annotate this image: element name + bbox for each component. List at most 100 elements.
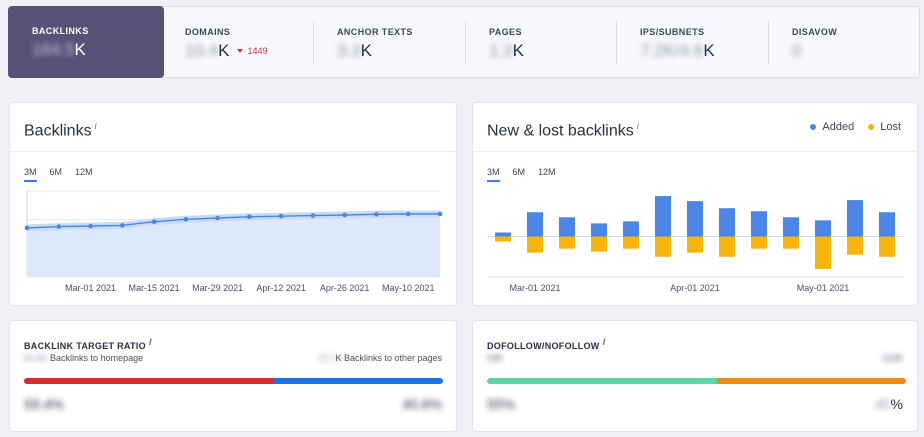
other-pages-count: 12.3K Backlinks to other pages	[317, 353, 442, 363]
legend-item-lost[interactable]: Lost	[868, 121, 901, 133]
nofollow-percent: 45%	[874, 396, 903, 412]
metric-divider	[616, 21, 617, 65]
data-point	[120, 223, 125, 228]
divider	[473, 151, 917, 152]
metric-divider	[768, 21, 769, 65]
metric-pages[interactable]: PAGES 1.3 K	[465, 7, 617, 77]
other-pages-percent: 40.6%	[402, 396, 442, 412]
dofollow-card: DOFOLLOW/NOFOLLOW i 54K 124K 55% 45%	[472, 320, 918, 432]
bar-lost	[495, 236, 511, 242]
x-tick-label: May-10 2021	[382, 283, 435, 293]
ratio-bar	[24, 378, 443, 384]
series-line	[26, 213, 440, 229]
bar-added	[559, 217, 575, 237]
bar-lost	[783, 236, 799, 249]
legend-dot-icon	[868, 124, 875, 130]
tab-6m[interactable]: 6M	[49, 167, 63, 177]
nofollow-count: 124K	[881, 353, 903, 363]
ratio-bar-homepage	[24, 378, 274, 384]
bar-lost	[879, 236, 895, 257]
bar-added	[591, 223, 607, 237]
bar-added	[527, 212, 543, 237]
data-point	[405, 211, 411, 217]
metric-divider	[313, 21, 314, 65]
metric-label: DOMAINS	[185, 27, 231, 37]
bar-added	[847, 200, 863, 237]
bar-lost	[527, 236, 543, 253]
metric-value: 164.5 K	[32, 40, 86, 59]
data-point	[183, 216, 189, 222]
metric-backlinks[interactable]: BACKLINKS 164.5 K	[8, 6, 164, 78]
triangle-down-icon	[237, 49, 244, 53]
metric-ips-subnets[interactable]: IPS/SUBNETS 7.2K/4.6 K	[616, 7, 768, 77]
bar-lost	[623, 236, 639, 249]
data-point	[247, 214, 252, 220]
bar-added	[655, 196, 671, 237]
homepage-count: 85.6K Backlinks to homepage	[24, 353, 144, 363]
metrics-bar: BACKLINKS 164.5 K DOMAINS 10.4 K 1449 ANCH…	[8, 6, 920, 78]
metric-label: DISAVOW	[792, 27, 838, 37]
target-ratio-card: BACKLINK TARGET RATIO i 85.6K Backlinks t…	[9, 320, 457, 432]
x-tick-label: Mar-29 2021	[192, 283, 243, 293]
data-point	[437, 211, 443, 217]
chart-legend: Added Lost	[810, 121, 901, 133]
metric-value: 7.2K/4.6 K	[640, 41, 715, 60]
dofollow-percent: 55%	[487, 396, 516, 412]
bar-lost	[591, 236, 607, 252]
metric-label: IPS/SUBNETS	[640, 27, 705, 37]
bar-lost	[655, 236, 671, 257]
card-title: BACKLINK TARGET RATIO i	[24, 337, 152, 351]
tab-3m[interactable]: 3M	[24, 167, 37, 182]
divider	[10, 151, 456, 152]
new-lost-bar-chart: Mar-01 2021 Apr-01 2021 May-01 2021	[487, 196, 903, 293]
bar-lost	[687, 236, 703, 253]
data-point	[56, 224, 62, 229]
dofollow-count: 54K	[487, 353, 504, 363]
metric-label: ANCHOR TEXTS	[337, 27, 413, 37]
metric-disavow[interactable]: DISAVOW 0	[768, 7, 918, 77]
card-title: DOFOLLOW/NOFOLLOW i	[487, 337, 606, 351]
bar-lost	[559, 236, 575, 249]
x-tick-label: Mar-01 2021	[509, 283, 560, 293]
backlinks-area-chart: Mar-01 2021 Mar-15 2021 Mar-29 2021 Apr-12 …	[24, 190, 443, 293]
x-tick-label: Apr-12 2021	[256, 283, 306, 293]
tab-12m[interactable]: 12M	[538, 167, 556, 177]
bar-lost	[815, 236, 831, 269]
metric-anchor-texts[interactable]: ANCHOR TEXTS 3.3 K	[313, 7, 465, 77]
tab-6m[interactable]: 6M	[512, 167, 526, 177]
follow-bar-dofollow	[487, 378, 718, 384]
data-point	[215, 215, 220, 221]
bar-lost	[751, 236, 767, 249]
area-fill	[27, 214, 440, 277]
metric-value: 1.3 K	[489, 41, 524, 60]
bar-added	[751, 211, 767, 237]
metric-domains[interactable]: DOMAINS 10.4 K 1449	[161, 7, 313, 77]
legend-item-added[interactable]: Added	[810, 121, 854, 133]
bar-added	[623, 221, 639, 237]
bar-added	[495, 232, 511, 237]
x-tick-label: Apr-26 2021	[320, 283, 370, 293]
info-icon[interactable]: i	[148, 337, 152, 347]
info-icon[interactable]: i	[602, 337, 606, 347]
ratio-bar-other	[273, 378, 443, 384]
bar-added	[687, 201, 703, 237]
data-point	[374, 212, 379, 217]
x-tick-label: Mar-15 2021	[129, 283, 180, 293]
info-icon[interactable]: i	[636, 121, 639, 131]
backlinks-card: Backlinks i 3M 6M 12M Mar-01 2021 Mar-15 2…	[9, 102, 457, 306]
bar-added	[719, 208, 735, 237]
card-title: Backlinks i	[24, 121, 97, 140]
x-tick-label: Mar-01 2021	[65, 283, 116, 293]
x-tick-label: Apr-01 2021	[670, 283, 720, 293]
bar-added	[815, 220, 831, 237]
data-point	[24, 225, 30, 231]
info-icon[interactable]: i	[94, 121, 97, 131]
bar-lost	[847, 236, 863, 255]
new-lost-card: New & lost backlinks i Added Lost 3M 6M 1…	[472, 102, 918, 306]
tab-3m[interactable]: 3M	[487, 167, 500, 182]
legend-dot-icon	[810, 124, 817, 130]
tab-12m[interactable]: 12M	[75, 167, 93, 177]
data-point	[342, 212, 347, 218]
metric-divider	[465, 21, 466, 65]
metric-change-badge: 1449	[237, 46, 267, 56]
